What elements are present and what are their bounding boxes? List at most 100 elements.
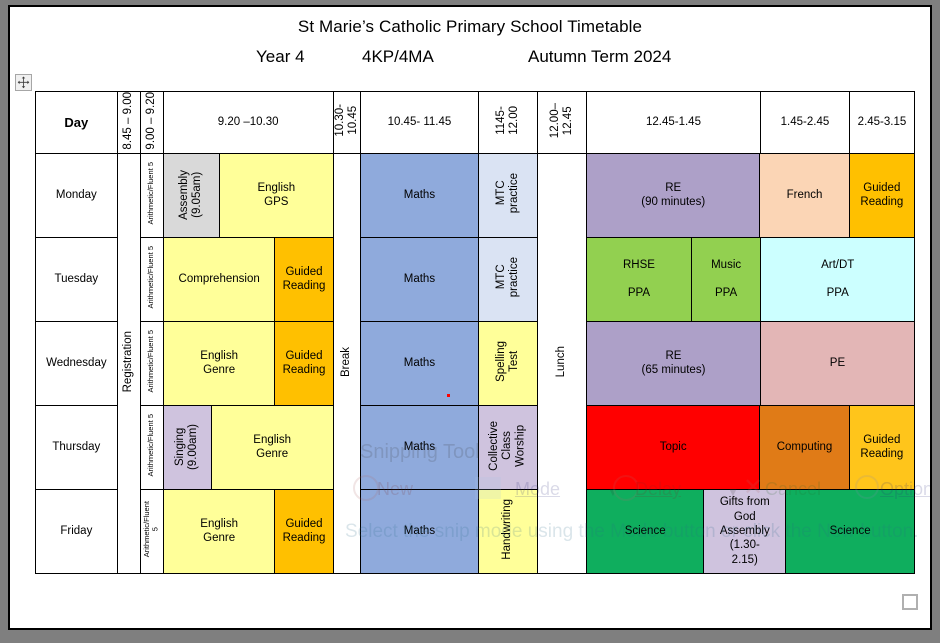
column-header-c1245: 12.45-1.45 — [586, 91, 761, 154]
day-cell-wednesday: Wednesday — [35, 320, 118, 406]
afternoon-block-cell: RE (65 minutes) PE — [586, 320, 915, 406]
timetable: Day 8.45 – 9.00 9.00 – 9.20 9.20 –10.30 10.3… — [35, 91, 916, 574]
lesson-label: RHSE PPA — [622, 258, 655, 300]
lesson-label-wrap: Maths — [403, 356, 436, 369]
lunch-cell: Lunch — [536, 152, 588, 574]
day-cell-tuesday: Tuesday — [35, 236, 118, 322]
column-header-label: Day — [64, 114, 89, 130]
term-label: Autumn Term 2024 — [528, 47, 672, 66]
lesson-1145-cell: MTC practice — [478, 152, 538, 238]
lesson-label-wrap: Maths — [403, 188, 436, 201]
lesson-1045-cell: Maths — [359, 320, 480, 406]
lesson-label: Assembly (9.05am) — [178, 170, 204, 220]
lesson-block: Guided Reading — [275, 490, 333, 573]
lesson-label: Science — [829, 524, 871, 537]
lesson-block: PE — [760, 322, 914, 405]
arithmetic-cell: Arithmetic/Fluent 5 — [139, 320, 164, 406]
lesson-1145-cell: Collective Class Worship — [478, 404, 538, 490]
lesson-block: French — [760, 154, 850, 237]
lesson-1145-cell: Spelling Test — [478, 320, 538, 406]
table-row: Thursday Arithmetic/Fluent 5 Singing (9.00… — [35, 404, 915, 490]
morning-block-cell: English Genre Guided Reading — [162, 488, 334, 574]
lesson-block: RE (90 minutes) — [587, 154, 761, 237]
arithmetic-label: Arithmetic/Fluent 5 — [146, 414, 156, 477]
lesson-label: Collective Class Worship — [488, 420, 527, 471]
lesson-label: English Genre — [253, 433, 291, 461]
day-cell-monday: Monday — [35, 152, 118, 238]
lesson-label: Singing (9.00am) — [174, 424, 200, 471]
day-cell-friday: Friday — [35, 488, 118, 574]
column-header-c1045: 10.45- 11.45 — [359, 91, 480, 154]
lesson-label: Music PPA — [711, 258, 742, 300]
day-cell-thursday: Thursday — [35, 404, 118, 490]
afternoon-block-cell: RE (90 minutes) French Guided Reading — [586, 152, 915, 238]
afternoon-block-cell: Topic Computing Guided Reading — [586, 404, 915, 490]
lesson-block: RE (65 minutes) — [587, 322, 761, 405]
lesson-block: Comprehension — [164, 238, 276, 321]
column-header-label: 12.45-1.45 — [645, 116, 701, 129]
registration-label: Registration — [122, 330, 135, 393]
table-move-handle-icon[interactable] — [15, 74, 32, 91]
arithmetic-cell: Arithmetic/Fluent 5 — [139, 404, 164, 490]
lesson-1045-cell: Maths — [359, 404, 480, 490]
column-header-day: Day — [35, 91, 118, 154]
lesson-block: Guided Reading — [275, 322, 333, 405]
class-label: 4KP/4MA — [362, 47, 434, 66]
arithmetic-label: Arithmetic/Fluent 5 — [146, 246, 156, 309]
registration-cell: Registration — [116, 152, 141, 574]
lesson-1145-cell: MTC practice — [478, 236, 538, 322]
break-cell: Break — [332, 152, 361, 574]
lesson-block: Guided Reading — [849, 154, 914, 237]
timetable-header-row: Day 8.45 – 9.00 9.00 – 9.20 9.20 –10.30 10.3… — [35, 91, 916, 154]
column-header-label: 2.45-3.15 — [857, 116, 907, 129]
lesson-block: Music PPA — [691, 238, 762, 321]
column-header-c0245: 2.45-3.15 — [848, 91, 916, 154]
lesson-label: Computing — [776, 440, 833, 453]
lesson-label: Guided Reading — [282, 349, 326, 377]
morning-block-cell: Comprehension Guided Reading — [162, 236, 334, 322]
arithmetic-label: Arithmetic/Fluent 5 — [142, 501, 160, 558]
column-header-c1200: 12.00– 12.45 — [536, 91, 588, 154]
arithmetic-label: Arithmetic/Fluent 5 — [146, 162, 156, 225]
arithmetic-cell: Arithmetic/Fluent 5 — [139, 488, 164, 574]
lesson-1045-cell: Maths — [359, 152, 480, 238]
lesson-block: Assembly (9.05am) — [164, 154, 221, 237]
lesson-block: English Genre — [211, 406, 333, 489]
lesson-block: Singing (9.00am) — [164, 406, 212, 489]
morning-block-cell: Singing (9.00am) English Genre — [162, 404, 334, 490]
lesson-block: English GPS — [220, 154, 333, 237]
table-row: Monday Registration Arithmetic/Fluent 5 Ass… — [35, 152, 915, 574]
lesson-label: Gifts from God Assembly (1.30- 2.15) — [719, 496, 770, 566]
page-title: St Marie’s Catholic Primary School Timet… — [297, 17, 643, 36]
year-label: Year 4 — [256, 47, 305, 66]
table-row: Friday Arithmetic/Fluent 5 English Genre Gu… — [35, 488, 915, 574]
lesson-1045-cell: Maths — [359, 236, 480, 322]
column-header-label: 1.45-2.45 — [780, 116, 830, 129]
column-header-c0920: 9.20 –10.30 — [162, 91, 334, 154]
lesson-1045-cell: Maths — [359, 488, 480, 574]
lesson-label-wrap: Maths — [403, 272, 436, 285]
lesson-label: English Genre — [200, 349, 238, 377]
lesson-label: Guided Reading — [282, 517, 326, 545]
lesson-block: Gifts from God Assembly (1.30- 2.15) — [704, 490, 787, 573]
break-label: Break — [340, 346, 353, 377]
lesson-block: Topic — [587, 406, 761, 489]
lesson-label: MTC practice — [494, 257, 520, 298]
table-resize-handle[interactable] — [902, 594, 918, 610]
lesson-label: Handwriting — [501, 499, 514, 560]
arithmetic-cell: Arithmetic/Fluent 5 — [139, 152, 164, 238]
lesson-label: RE (90 minutes) — [641, 181, 706, 209]
lesson-block: Guided Reading — [849, 406, 914, 489]
table-row: Tuesday Arithmetic/Fluent 5 Comprehension G… — [35, 236, 915, 322]
red-dot-marker — [447, 394, 450, 397]
lesson-label: PE — [829, 356, 846, 369]
afternoon-block-cell: RHSE PPA Music PPA Art/DT PPA — [586, 236, 915, 322]
lesson-block: RHSE PPA — [587, 238, 692, 321]
lesson-label: RE (65 minutes) — [641, 349, 706, 377]
lesson-block: Science — [587, 490, 705, 573]
column-header-c0900: 9.00 – 9.20 — [139, 91, 164, 154]
arithmetic-label: Arithmetic/Fluent 5 — [146, 330, 156, 393]
column-header-c0145: 1.45-2.45 — [759, 91, 850, 154]
lesson-block: Computing — [760, 406, 850, 489]
lesson-label: French — [786, 188, 823, 201]
